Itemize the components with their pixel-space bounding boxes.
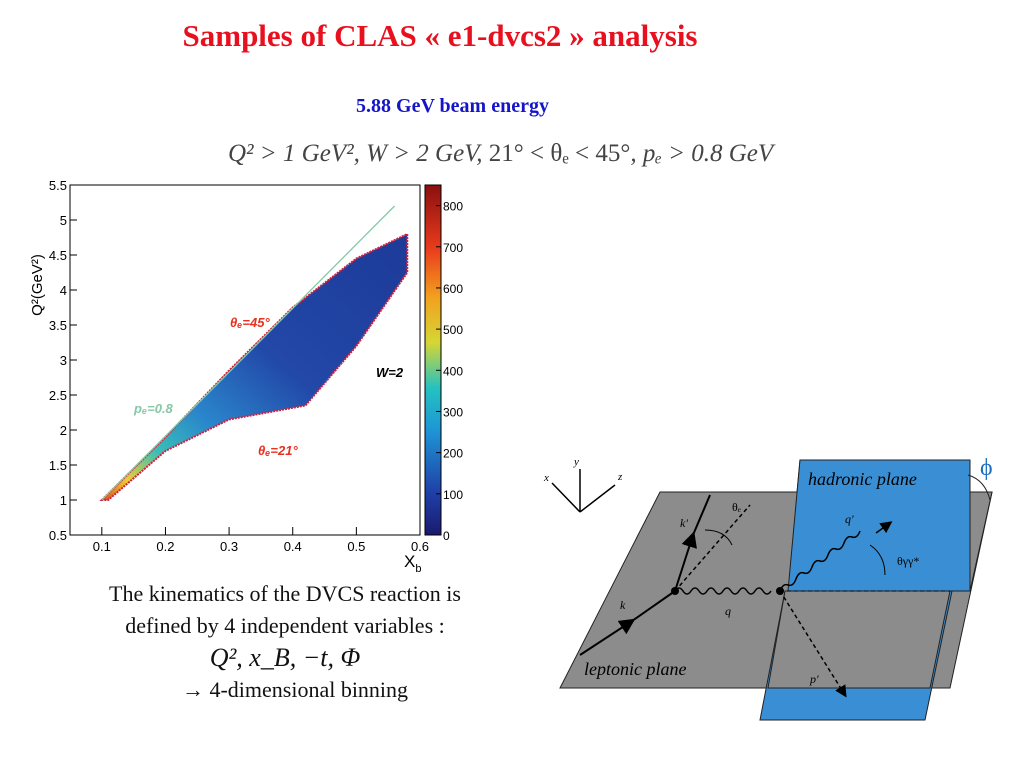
colorbar: 0 100 200 300 400 500 600 700 800 bbox=[424, 184, 463, 543]
cut-p: pₑ > 0.8 GeV bbox=[642, 140, 774, 167]
k-label: k bbox=[620, 598, 626, 612]
annotation-w: W=2 bbox=[376, 365, 404, 380]
y-tick-label: 3 bbox=[60, 353, 67, 368]
p-prime-label: p' bbox=[809, 672, 819, 686]
cut-q2: Q² > 1 GeV² bbox=[228, 140, 354, 167]
x-axis-label: Xb bbox=[404, 552, 421, 575]
colorbar-tick-label: 0 bbox=[443, 529, 450, 543]
colorbar-tick-label: 500 bbox=[443, 323, 463, 337]
binning-text: → 4-dimensional binning bbox=[181, 677, 409, 702]
colorbar-gradient bbox=[424, 184, 442, 536]
cut-theta: 21° < θₑ < 45° bbox=[488, 140, 631, 167]
hadronic-plane-label: hadronic plane bbox=[808, 469, 917, 489]
pe-boundary-line bbox=[101, 205, 396, 501]
x-tick-label: 0.3 bbox=[220, 539, 238, 554]
lepton-vertex bbox=[671, 587, 679, 595]
k-prime-label: k' bbox=[680, 516, 688, 530]
y-tick-label: 1 bbox=[60, 493, 67, 508]
dvcs-planes-diagram: ϕ hadronic plane leptonic plane k k' q q… bbox=[543, 455, 993, 721]
x-tick-label: 0.6 bbox=[411, 539, 429, 554]
slide-subtitle: 5.88 GeV beam energy bbox=[356, 95, 549, 117]
colorbar-tick-label: 700 bbox=[443, 241, 463, 255]
axis-z-label: z bbox=[617, 471, 623, 483]
axis-triad bbox=[551, 469, 616, 513]
kinematics-heatmap: 0.511.522.533.544.555.5 0.1 0.2 0.3 0.4 0.5 0… bbox=[29, 178, 463, 575]
colorbar-tick-label: 100 bbox=[443, 488, 463, 502]
cut-w: W > 2 GeV bbox=[366, 140, 477, 167]
virtual-photon bbox=[674, 587, 772, 595]
y-tick-label: 5.5 bbox=[49, 178, 67, 193]
colorbar-tick-label: 300 bbox=[443, 405, 463, 419]
q-prime-label: q' bbox=[845, 512, 854, 526]
annotation-theta45: θₑ=45° bbox=[230, 315, 270, 330]
x-tick-label: 0.4 bbox=[284, 539, 302, 554]
leptonic-plane-label: leptonic plane bbox=[584, 659, 686, 679]
text-line-2: defined by 4 independent variables : bbox=[125, 613, 445, 638]
kinematic-cuts: Q² > 1 GeV², W > 2 GeV, 21° < θₑ < 45°, … bbox=[228, 140, 774, 167]
theta-gg-label: θγγ* bbox=[897, 554, 919, 568]
q-label: q bbox=[725, 604, 731, 618]
x-tick-label: 0.5 bbox=[347, 539, 365, 554]
colorbar-tick-label: 400 bbox=[443, 364, 463, 378]
x-tick-label: 0.2 bbox=[156, 539, 174, 554]
incoming-lepton bbox=[579, 618, 636, 656]
colorbar-tick-label: 200 bbox=[443, 447, 463, 461]
phi-label: ϕ bbox=[980, 455, 993, 481]
y-tick-label: 4.5 bbox=[49, 248, 67, 263]
x-axis: 0.1 0.2 0.3 0.4 0.5 0.6 bbox=[93, 527, 429, 554]
real-photon bbox=[779, 530, 861, 592]
y-axis: 0.5 1 1.5 2 2.5 3 3.5 4 4.5 5 5.5 bbox=[49, 178, 77, 543]
y-axis-label: Q²(GeV²) bbox=[29, 254, 46, 316]
data-region bbox=[99, 232, 409, 501]
y-tick-label: 1.5 bbox=[49, 458, 67, 473]
y-tick-label: 5 bbox=[60, 213, 67, 228]
x-tick-label: 0.1 bbox=[93, 539, 111, 554]
variables-formula: Q², x_B, −t, Φ bbox=[209, 643, 361, 672]
annotation-theta21: θₑ=21° bbox=[258, 443, 298, 458]
theta-e-label: θₑ bbox=[732, 500, 741, 514]
slide-title: Samples of CLAS « e1-dvcs2 » analysis bbox=[182, 18, 698, 53]
text-line-1: The kinematics of the DVCS reaction is bbox=[109, 581, 461, 606]
y-tick-label: 3.5 bbox=[49, 318, 67, 333]
explanation-text: The kinematics of the DVCS reaction is d… bbox=[40, 578, 530, 706]
scattered-lepton bbox=[674, 531, 697, 592]
y-tick-label: 2 bbox=[60, 423, 67, 438]
colorbar-tick-label: 600 bbox=[443, 282, 463, 296]
axis-x-label: x bbox=[543, 472, 549, 484]
colorbar-tick-label: 800 bbox=[443, 200, 463, 214]
y-tick-label: 0.5 bbox=[49, 528, 67, 543]
y-tick-label: 4 bbox=[60, 283, 67, 298]
axis-y-label: y bbox=[573, 456, 579, 468]
y-tick-label: 2.5 bbox=[49, 388, 67, 403]
annotation-pe: pₑ=0.8 bbox=[133, 401, 174, 416]
